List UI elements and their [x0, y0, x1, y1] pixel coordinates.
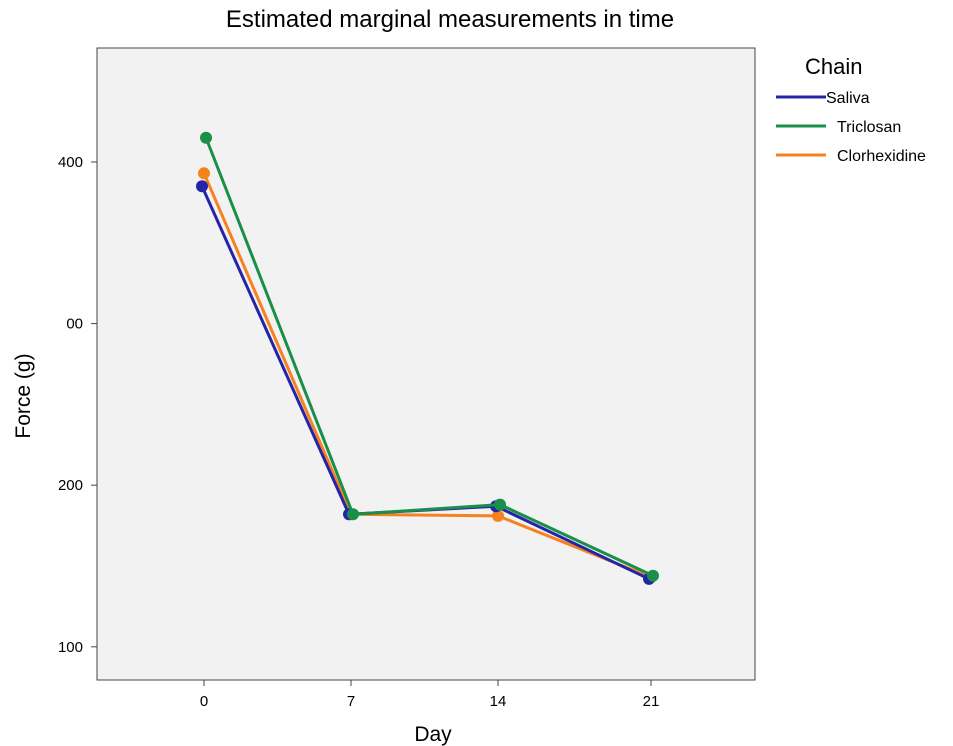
legend-label-triclosan: Triclosan: [837, 119, 901, 136]
legend-label-clorhexidine: Clorhexidine: [837, 148, 926, 165]
y-tick-label: 00: [66, 316, 83, 333]
series-line-triclosan: [204, 137, 654, 578]
legend: Saliva Triclosan Clorhexidine: [776, 90, 926, 165]
data-point-clorhexidine: [492, 509, 504, 522]
data-point-triclosan: [494, 498, 506, 511]
y-axis-title: Force (g): [12, 353, 35, 438]
x-tick-label: 14: [490, 693, 507, 710]
chart-title: Estimated marginal measurements in time: [225, 6, 675, 33]
y-tick-label: 200: [58, 477, 83, 494]
x-tick-label: 21: [643, 693, 660, 710]
series-layer: [196, 131, 659, 585]
legend-label-saliva: Saliva: [826, 90, 870, 107]
data-point-triclosan: [647, 569, 659, 582]
data-point-saliva: [196, 180, 208, 193]
legend-title: Chain: [805, 54, 862, 79]
y-tick-label: 100: [58, 639, 83, 656]
y-axis-ticks: 100 200 00 400: [58, 154, 97, 656]
x-axis-title: Day: [414, 723, 452, 746]
x-tick-label: 0: [200, 693, 208, 710]
data-point-triclosan: [347, 508, 359, 521]
data-point-clorhexidine: [198, 167, 210, 180]
y-tick-label: 400: [58, 154, 83, 171]
x-axis-ticks: 0 7 14 21: [200, 680, 660, 710]
x-tick-label: 7: [347, 693, 355, 710]
series-line-clorhexidine: [202, 172, 652, 579]
data-point-triclosan: [200, 131, 212, 144]
plot-area: [96, 47, 756, 681]
